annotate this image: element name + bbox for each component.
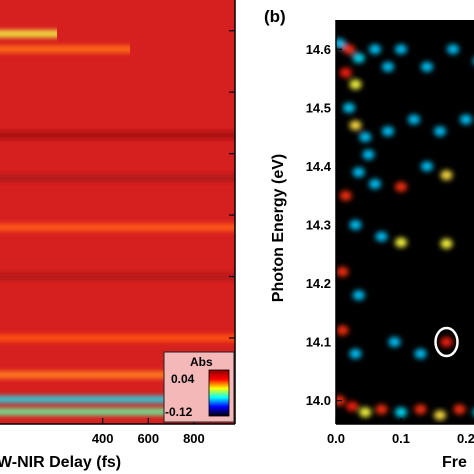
panel-b-y-axis-title: Photon Energy (eV) [270,154,287,302]
stripe-6 [0,333,235,342]
panel-b: (b) 0.0 0.1 0.2 14.014.114.214.314.414.514… [264,7,474,471]
highlight-circle-marker [434,326,459,358]
spot-24 [421,161,433,172]
spot-10 [395,44,407,55]
spot-27 [440,238,453,249]
spot-4 [349,79,362,90]
spot-15 [382,126,394,137]
y-tick-label-b-6: 14.6 [306,42,331,57]
panel-a-x-axis-title: W-NIR Delay (fs) [0,454,121,471]
spot-6 [349,120,362,131]
spot-20 [339,190,352,201]
spot-12 [447,44,459,55]
panel-b-x-axis-title: Fre [442,454,467,471]
y-tick-label-b-0: 14.0 [306,393,331,408]
spot-43 [453,404,466,415]
spot-21 [395,181,407,192]
spot-18 [460,114,472,125]
x-tick-label-a-0: 400 [92,431,114,446]
panel-b-y-ticks: 14.0 14.1 14.2 14.3 14.4 14.5 14.6 [306,42,342,408]
spot-25 [349,219,362,230]
spot-28 [375,231,388,242]
spot-1 [343,44,355,55]
y-tick-label-b-2: 14.2 [306,276,331,291]
x-tick-label-a-2: 800 [183,431,205,446]
y-tick-label-b-4: 14.4 [306,159,332,174]
y-tick-label-b-3: 14.3 [306,217,331,232]
panel-a-stripes [0,29,235,416]
spot-3 [339,67,352,78]
stripe-4 [0,223,235,232]
colorbar-max-label: 0.04 [171,372,195,386]
panel-b-label: (b) [264,7,286,26]
spot-32 [349,348,362,359]
x-tick-label-b-1: 0.1 [392,431,410,446]
panel-a-x-ticks: 400 600 800 [92,418,205,446]
colorbar-title: Abs [190,355,213,369]
spot-7 [359,132,372,143]
spot-35 [388,337,401,348]
stripe-1 [0,45,131,54]
colorbar-gradient [208,369,230,417]
spot-37 [346,401,359,412]
spot-42 [434,410,446,421]
spot-17 [434,126,446,137]
stripe-9 [0,407,235,416]
spot-41 [414,404,427,415]
spot-19 [352,167,365,178]
spot-2 [352,53,365,64]
y-tick-label-b-1: 14.1 [306,335,331,350]
panel-a: 400 600 800 W-NIR Delay (fs) Abs 0.04 -0.1… [0,0,236,471]
panel-b-x-ticks: 0.0 0.1 0.2 [327,418,474,446]
x-tick-label-b-0: 0.0 [327,431,345,446]
stripe-3 [0,174,235,183]
colorbar: Abs 0.04 -0.12 [163,351,235,423]
spot-29 [336,266,349,277]
x-tick-label-a-1: 600 [137,431,159,446]
stripe-8 [0,395,235,404]
stripe-0 [0,29,58,38]
spot-30 [352,290,365,301]
spot-26 [395,237,407,248]
spot-22 [440,170,453,181]
stripe-7 [0,370,235,379]
spot-31 [336,325,349,336]
spot-23 [369,178,381,189]
spot-0 [336,38,346,49]
stripe-5 [0,272,235,281]
spot-5 [343,102,355,113]
panel-b-spots [336,38,474,421]
spot-16 [408,114,420,125]
spot-8 [369,44,381,55]
spot-9 [382,61,394,72]
x-tick-label-b-2: 0.2 [457,431,474,446]
spot-39 [375,404,388,415]
stripe-2 [0,131,235,140]
spot-38 [359,407,372,418]
spot-40 [395,407,407,418]
spot-14 [362,149,375,160]
colorbar-min-label: -0.12 [165,405,193,419]
y-tick-label-b-5: 14.5 [306,100,331,115]
spot-33 [440,337,453,348]
spot-11 [421,61,433,72]
spot-34 [414,348,427,359]
